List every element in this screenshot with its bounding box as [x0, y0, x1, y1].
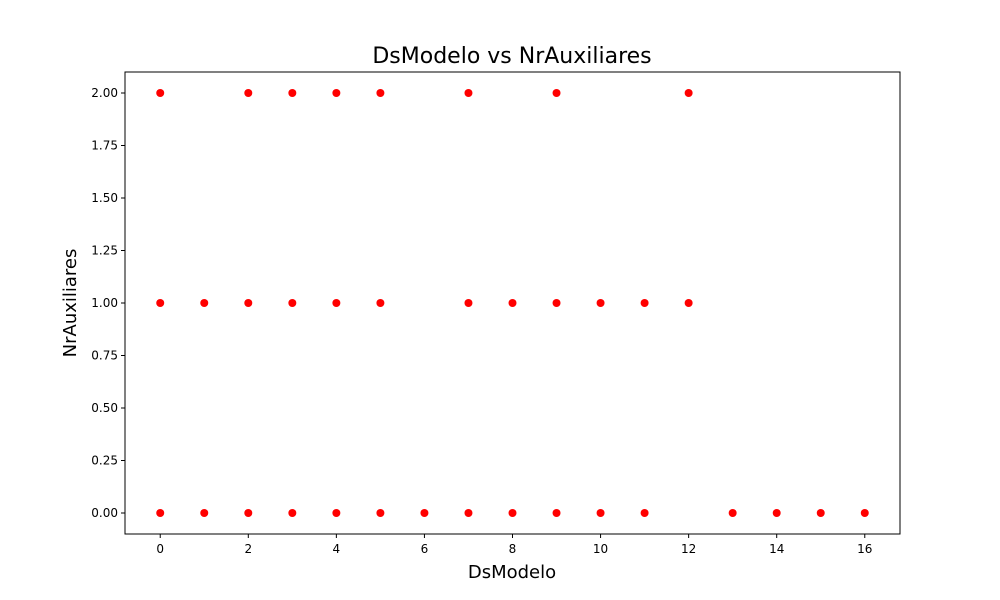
data-point: [596, 299, 605, 307]
data-point: [640, 299, 649, 307]
data-points: [156, 89, 869, 517]
data-point: [376, 509, 385, 517]
data-point: [332, 89, 341, 97]
x-tick-label: 0: [156, 542, 164, 556]
x-tick-label: 8: [509, 542, 517, 556]
data-point: [332, 509, 341, 517]
y-tick-label: 0.75: [91, 349, 118, 363]
data-point: [684, 89, 693, 97]
x-tick-label: 14: [769, 542, 784, 556]
x-tick-label: 16: [857, 542, 872, 556]
data-point: [288, 89, 297, 97]
chart-title: DsModelo vs NrAuxiliares: [372, 44, 651, 69]
data-point: [552, 299, 561, 307]
x-axis: 0 2 4 6 8 10 12 14 16: [156, 534, 872, 556]
data-point: [552, 509, 561, 517]
data-point: [200, 509, 209, 517]
data-point: [156, 509, 165, 517]
data-point: [376, 89, 385, 97]
x-tick-label: 6: [421, 542, 429, 556]
data-point: [156, 89, 165, 97]
data-point: [464, 509, 473, 517]
data-point: [464, 299, 473, 307]
data-point: [816, 509, 825, 517]
data-point: [244, 509, 253, 517]
data-point: [244, 299, 253, 307]
data-point: [508, 299, 517, 307]
y-tick-label: 0.00: [91, 506, 118, 520]
data-point: [464, 89, 473, 97]
y-axis: 0.00 0.25 0.50 0.75 1.00 1.25 1.50 1.75 2.00: [91, 86, 125, 520]
data-point: [244, 89, 253, 97]
x-axis-label: DsModelo: [468, 562, 556, 583]
data-point: [332, 299, 341, 307]
data-point: [156, 299, 165, 307]
data-point: [376, 299, 385, 307]
data-point: [508, 509, 517, 517]
y-tick-label: 0.50: [91, 401, 118, 415]
data-point: [728, 509, 737, 517]
y-tick-label: 1.25: [91, 244, 118, 258]
data-point: [200, 299, 209, 307]
data-point: [552, 89, 561, 97]
data-point: [420, 509, 429, 517]
x-tick-label: 10: [593, 542, 608, 556]
data-point: [640, 509, 649, 517]
y-tick-label: 1.00: [91, 296, 118, 310]
data-point: [860, 509, 869, 517]
y-axis-label: NrAuxiliares: [60, 249, 81, 358]
y-tick-label: 1.75: [91, 139, 118, 153]
y-tick-label: 0.25: [91, 454, 118, 468]
data-point: [596, 509, 605, 517]
y-tick-label: 1.50: [91, 191, 118, 205]
data-point: [288, 299, 297, 307]
x-tick-label: 12: [681, 542, 696, 556]
data-point: [288, 509, 297, 517]
x-tick-label: 2: [244, 542, 252, 556]
y-tick-label: 2.00: [91, 86, 118, 100]
x-tick-label: 4: [333, 542, 341, 556]
data-point: [684, 299, 693, 307]
data-point: [772, 509, 781, 517]
